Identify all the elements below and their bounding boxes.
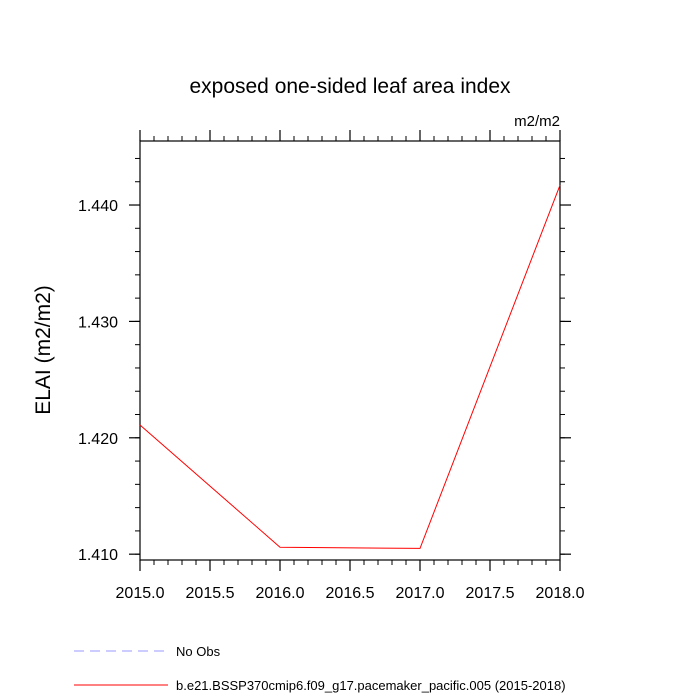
- legend-label: b.e21.BSSP370cmip6.f09_g17.pacemaker_pac…: [176, 678, 566, 693]
- series-line: [139, 185, 561, 549]
- units-label: m2/m2: [514, 113, 560, 130]
- legend: No Obs b.e21.BSSP370cmip6.f09_g17.pacemak…: [74, 644, 566, 693]
- legend-label: No Obs: [176, 644, 221, 659]
- x-tick-label: 2017.0: [396, 585, 445, 602]
- y-tick-label: 1.410: [78, 547, 118, 564]
- x-tick-label: 2016.0: [256, 585, 305, 602]
- x-tick-label: 2016.5: [326, 585, 375, 602]
- y-tick-label: 1.430: [78, 314, 118, 331]
- x-tick-label: 2017.5: [466, 585, 515, 602]
- plot-frame: [139, 140, 561, 561]
- x-tick-label: 2015.0: [116, 585, 165, 602]
- y-axis-label: ELAI (m2/m2): [32, 285, 55, 415]
- chart-title: exposed one-sided leaf area index: [189, 75, 511, 98]
- y-tick-label: 1.440: [78, 198, 118, 215]
- x-tick-label: 2018.0: [536, 585, 585, 602]
- plot-area: 2015.0 2015.5 2016.0 2016.5 2017.0 2017.5 2018…: [78, 130, 585, 602]
- y-tick-label: 1.420: [78, 431, 118, 448]
- x-tick-label: 2015.5: [186, 585, 235, 602]
